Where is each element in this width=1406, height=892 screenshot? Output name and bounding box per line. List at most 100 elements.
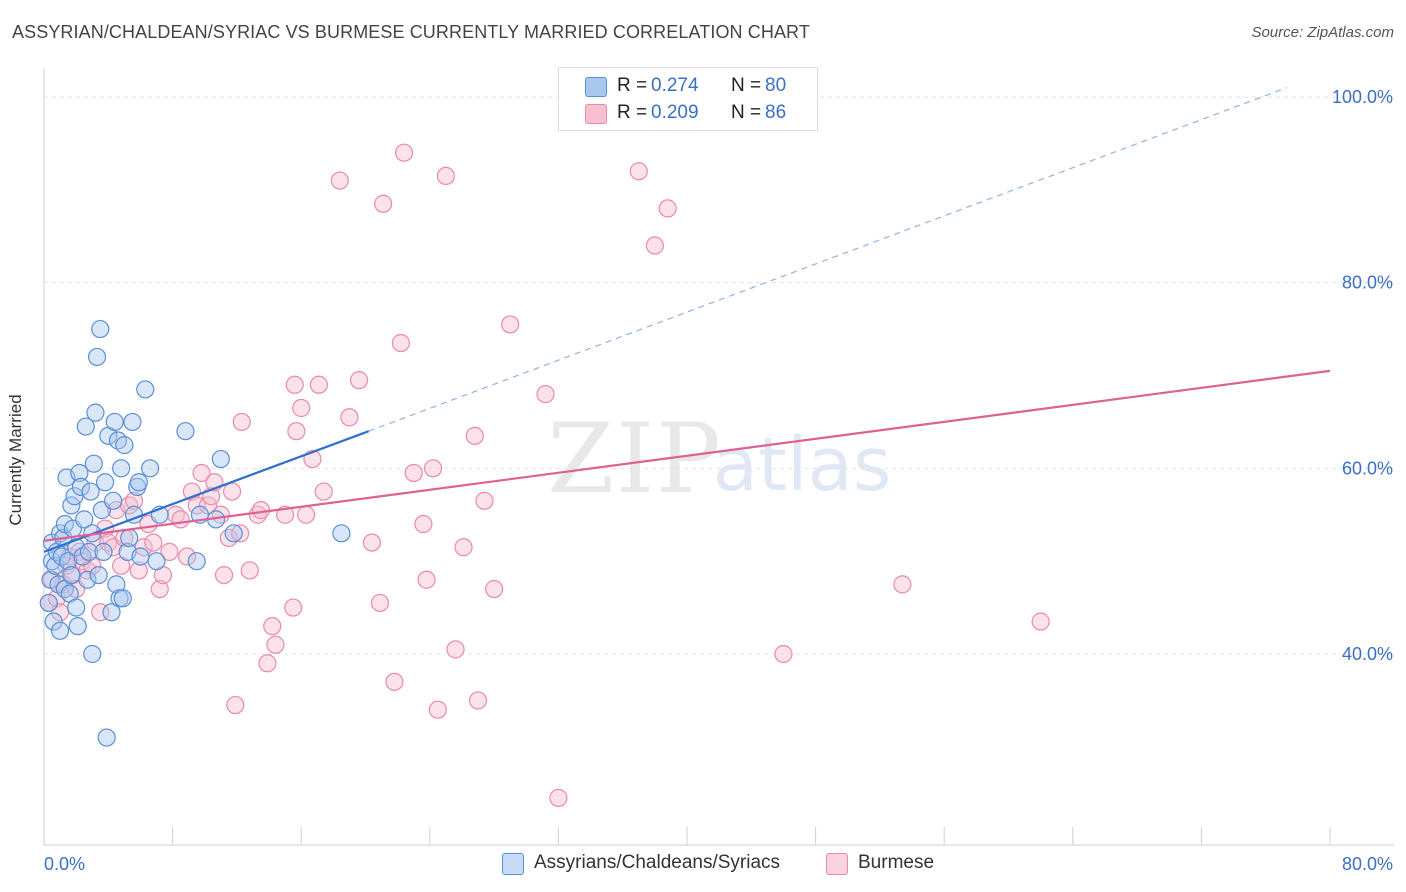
- legend-n-label: N =: [731, 75, 762, 96]
- assyrian-point: [131, 547, 150, 566]
- burmese-point: [385, 672, 404, 691]
- bottom-legend-swatch-pink: [826, 853, 848, 875]
- burmese-point: [83, 556, 102, 575]
- burmese-point: [214, 565, 234, 585]
- assyrian-point: [123, 412, 142, 432]
- burmese-point: [129, 561, 148, 580]
- burmese-point: [436, 166, 455, 186]
- burmese-point: [475, 491, 494, 510]
- burmese-point: [232, 412, 251, 432]
- assyrian-point: [112, 459, 131, 478]
- assyrian-point: [95, 473, 115, 492]
- assyrian-point: [44, 612, 63, 631]
- y-tick-label: 40.0%: [1342, 644, 1393, 664]
- burmese-point: [240, 561, 259, 580]
- burmese-point: [454, 538, 473, 557]
- y-axis-label: Currently Married: [6, 394, 25, 526]
- burmese-point: [309, 375, 328, 394]
- burmese-point: [629, 162, 648, 181]
- assyrian-point: [84, 454, 103, 473]
- bottom-legend-label: Burmese: [858, 852, 935, 873]
- burmese-point: [192, 463, 211, 483]
- assyrian-point: [91, 319, 110, 339]
- burmese-point: [258, 654, 277, 673]
- burmese-point: [414, 514, 433, 534]
- x-tick-label: 0.0%: [44, 854, 85, 874]
- burmese-point: [285, 375, 304, 394]
- burmese-point: [160, 542, 179, 561]
- watermark: ZIP atlas: [547, 403, 891, 515]
- burmese-point: [417, 570, 436, 589]
- burmese-trend-line: [43, 369, 1331, 542]
- burmese-point: [536, 384, 555, 404]
- burmese-point: [658, 199, 677, 218]
- burmese-point: [774, 644, 793, 664]
- burmese-point: [124, 491, 144, 510]
- y-tick-label: 60.0%: [1342, 458, 1393, 478]
- assyrian-point: [147, 552, 166, 571]
- assyrian-point: [176, 422, 195, 441]
- assyrian-point: [71, 477, 91, 496]
- assyrian-point: [211, 449, 230, 469]
- assyrian-point: [68, 617, 87, 636]
- legend-r-value: 0.274: [651, 75, 699, 96]
- watermark-zip: ZIP: [547, 403, 722, 515]
- assyrian-point: [83, 644, 102, 664]
- assyrian-point: [67, 598, 86, 617]
- assyrian-point: [136, 380, 155, 399]
- burmese-point: [394, 143, 414, 162]
- assyrian-trend-extension: [368, 87, 1287, 432]
- burmese-point: [893, 575, 912, 594]
- burmese-point: [423, 459, 443, 478]
- burmese-point: [340, 408, 359, 427]
- assyrian-point: [224, 524, 243, 543]
- bottom-legend-swatch-blue: [502, 853, 524, 875]
- burmese-point: [362, 533, 382, 552]
- assyrian-point: [76, 417, 95, 436]
- assyrian-point: [78, 570, 97, 589]
- assyrian-point: [59, 552, 78, 571]
- burmese-point: [404, 463, 423, 483]
- burmese-point: [330, 171, 349, 190]
- legend-n-value: 86: [765, 102, 787, 123]
- watermark-atlas: atlas: [713, 422, 892, 508]
- bottom-legend-label: Assyrians/Chaldeans/Syriacs: [534, 852, 781, 873]
- burmese-point: [287, 422, 306, 441]
- y-tick-label: 100.0%: [1332, 87, 1393, 107]
- assyrian-point: [105, 412, 124, 432]
- burmese-point: [370, 593, 390, 613]
- burmese-point: [231, 524, 250, 543]
- assyrian-point: [39, 593, 58, 613]
- assyrian-point: [115, 436, 134, 455]
- burmese-point: [296, 505, 316, 524]
- assyrian-point: [97, 728, 116, 747]
- burmese-point: [251, 501, 271, 520]
- burmese-point: [349, 371, 369, 390]
- assyrian-point: [70, 463, 89, 483]
- assyrian-point: [113, 589, 132, 608]
- assyrian-point: [87, 347, 107, 367]
- burmese-point: [1031, 612, 1050, 631]
- assyrian-point: [86, 403, 105, 422]
- burmese-point: [374, 194, 393, 213]
- assyrian-point: [102, 603, 121, 622]
- legend-r-value: 0.209: [651, 102, 699, 123]
- assyrian-point: [79, 542, 99, 561]
- assyrian-point: [94, 542, 113, 561]
- legend-n-value: 80: [765, 75, 787, 96]
- x-tick-label: 80.0%: [1342, 854, 1393, 874]
- burmese-point: [465, 426, 484, 445]
- assyrian-point: [129, 473, 148, 492]
- burmese-point: [263, 617, 282, 636]
- legend-swatch-blue: [585, 77, 607, 97]
- burmese-point: [222, 482, 242, 501]
- burmese-point: [485, 579, 504, 599]
- assyrian-point: [75, 510, 94, 529]
- burmese-point: [284, 598, 303, 617]
- burmese-point: [549, 788, 568, 807]
- burmese-point: [226, 695, 245, 715]
- assyrian-trend-line: [43, 430, 370, 553]
- assyrian-point: [104, 491, 123, 510]
- assyrian-point: [89, 565, 108, 585]
